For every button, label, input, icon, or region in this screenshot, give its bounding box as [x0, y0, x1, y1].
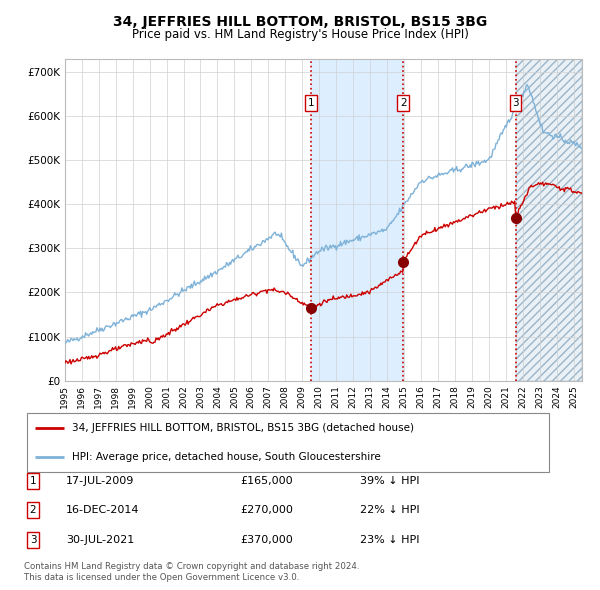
Text: £370,000: £370,000 — [240, 535, 293, 545]
Text: 1: 1 — [308, 98, 314, 108]
Text: 2: 2 — [400, 98, 407, 108]
Text: 39% ↓ HPI: 39% ↓ HPI — [360, 476, 419, 486]
Text: Contains HM Land Registry data © Crown copyright and database right 2024.: Contains HM Land Registry data © Crown c… — [24, 562, 359, 571]
Text: This data is licensed under the Open Government Licence v3.0.: This data is licensed under the Open Gov… — [24, 573, 299, 582]
Bar — [311, 59, 403, 381]
Text: £165,000: £165,000 — [240, 476, 293, 486]
Text: 16-DEC-2014: 16-DEC-2014 — [66, 506, 139, 515]
Text: £270,000: £270,000 — [240, 506, 293, 515]
Text: 23% ↓ HPI: 23% ↓ HPI — [360, 535, 419, 545]
Text: 30-JUL-2021: 30-JUL-2021 — [66, 535, 134, 545]
FancyBboxPatch shape — [26, 413, 550, 472]
Text: HPI: Average price, detached house, South Gloucestershire: HPI: Average price, detached house, Sout… — [71, 453, 380, 463]
Text: 1: 1 — [29, 476, 37, 486]
Text: 17-JUL-2009: 17-JUL-2009 — [66, 476, 134, 486]
Bar — [515, 59, 582, 381]
Text: 3: 3 — [512, 98, 519, 108]
Text: 22% ↓ HPI: 22% ↓ HPI — [360, 506, 419, 515]
Text: Price paid vs. HM Land Registry's House Price Index (HPI): Price paid vs. HM Land Registry's House … — [131, 28, 469, 41]
Text: 3: 3 — [29, 535, 37, 545]
Text: 34, JEFFRIES HILL BOTTOM, BRISTOL, BS15 3BG (detached house): 34, JEFFRIES HILL BOTTOM, BRISTOL, BS15 … — [71, 422, 413, 432]
Bar — [515, 59, 582, 381]
Text: 34, JEFFRIES HILL BOTTOM, BRISTOL, BS15 3BG: 34, JEFFRIES HILL BOTTOM, BRISTOL, BS15 … — [113, 15, 487, 29]
Text: 2: 2 — [29, 506, 37, 515]
